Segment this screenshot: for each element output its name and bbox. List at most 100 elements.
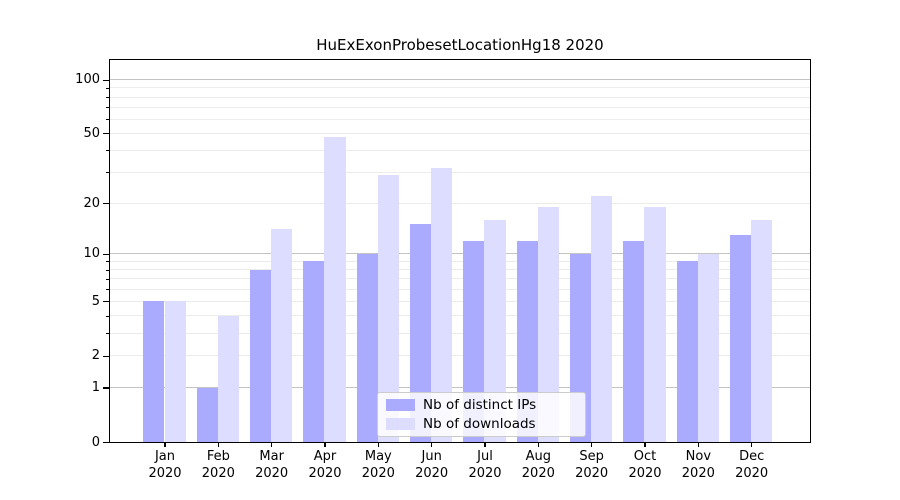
y-tick-20 (103, 202, 110, 205)
gridline-minor-20 (109, 202, 810, 204)
x-label-month-apr: Apr (313, 449, 337, 464)
bar-distinct-ips-aug (516, 240, 538, 442)
x-tick-jun (431, 442, 433, 447)
x-label-year-jan: 2020 (148, 465, 182, 481)
x-tick-label-jan: Jan 2020 (138, 449, 192, 482)
y-minor-tick-6 (106, 289, 110, 291)
gridline-minor-30 (109, 171, 810, 173)
y-tick-label-100: 100 (75, 72, 100, 88)
x-label-month-nov: Nov (685, 449, 712, 464)
bar-downloads-may (377, 175, 400, 442)
bar-distinct-ips-dec (729, 234, 752, 442)
gridline-minor-8 (109, 269, 810, 271)
gridline-minor-9 (109, 260, 810, 262)
y-minor-tick-80 (106, 97, 110, 99)
x-label-month-feb: Feb (206, 449, 230, 464)
bar-distinct-ips-apr (303, 261, 325, 442)
gridline-minor-90 (109, 87, 810, 89)
bar-downloads-oct (644, 206, 666, 442)
x-label-year-jun: 2020 (415, 465, 449, 481)
y-minor-tick-3 (106, 333, 110, 335)
x-tick-dec (751, 442, 753, 447)
bar-distinct-ips-jun (409, 224, 432, 442)
gridline-major-1 (109, 387, 810, 389)
x-tick-aug (537, 442, 539, 447)
bar-downloads-sep (591, 195, 613, 442)
x-tick-label-nov: Nov 2020 (671, 449, 725, 482)
bar-downloads-jul (484, 219, 506, 442)
bar-distinct-ips-oct (623, 240, 645, 442)
y-minor-tick-7 (106, 278, 110, 280)
x-label-month-aug: Aug (525, 449, 552, 464)
x-tick-label-feb: Feb 2020 (191, 449, 245, 482)
y-minor-tick-90 (106, 87, 110, 89)
gridline-minor-3 (109, 332, 810, 334)
x-label-year-sep: 2020 (575, 465, 609, 481)
x-tick-label-mar: Mar 2020 (245, 449, 299, 482)
legend-swatch-downloads (386, 418, 415, 430)
legend-label-downloads: Nb of downloads (423, 416, 536, 432)
y-tick-label-1: 1 (91, 380, 100, 396)
y-minor-tick-9 (106, 261, 110, 263)
y-tick-label-20: 20 (83, 195, 100, 211)
x-tick-feb (217, 442, 219, 447)
x-label-month-jul: Jul (477, 449, 493, 464)
bar-downloads-jun (431, 167, 453, 442)
x-tick-nov (697, 442, 699, 447)
x-tick-label-aug: Aug 2020 (511, 449, 565, 482)
legend: Nb of distinct IPs Nb of downloads (377, 392, 586, 437)
gridline-minor-60 (109, 118, 810, 120)
y-minor-tick-4 (106, 315, 110, 317)
x-tick-label-jul: Jul 2020 (458, 449, 512, 482)
bar-downloads-aug (537, 206, 560, 442)
x-tick-jan (164, 442, 166, 447)
x-tick-oct (644, 442, 646, 447)
y-tick-1 (103, 387, 110, 389)
bar-distinct-ips-mar (249, 269, 272, 442)
gridline-minor-4 (109, 315, 810, 317)
x-tick-label-dec: Dec 2020 (725, 449, 779, 482)
y-minor-tick-8 (106, 269, 110, 271)
bar-distinct-ips-feb (196, 387, 218, 442)
y-tick-100 (103, 79, 110, 81)
x-label-month-may: May (364, 449, 392, 464)
x-tick-sep (591, 442, 593, 447)
gridline-minor-80 (109, 96, 810, 98)
y-minor-tick-70 (106, 107, 110, 109)
y-tick-label-5: 5 (91, 293, 100, 309)
y-tick-50 (103, 133, 110, 135)
bar-distinct-ips-jul (463, 240, 485, 442)
y-tick-label-50: 50 (83, 125, 100, 141)
gridline-major-10 (109, 253, 810, 255)
x-label-year-feb: 2020 (201, 465, 235, 481)
y-minor-tick-40 (106, 150, 110, 152)
y-tick-5 (103, 301, 110, 303)
x-tick-apr (324, 442, 326, 447)
x-tick-may (377, 442, 379, 447)
x-label-month-dec: Dec (739, 449, 765, 464)
legend-row-downloads: Nb of downloads (378, 416, 585, 432)
bar-downloads-dec (751, 219, 773, 442)
legend-row-distinct-ips: Nb of distinct IPs (378, 397, 585, 413)
x-label-month-sep: Sep (579, 449, 604, 464)
x-tick-label-oct: Oct 2020 (618, 449, 672, 482)
y-tick-label-0: 0 (91, 434, 100, 450)
x-label-year-may: 2020 (361, 465, 395, 481)
x-tick-label-sep: Sep 2020 (565, 449, 619, 482)
x-label-year-jul: 2020 (468, 465, 502, 481)
legend-label-distinct-ips: Nb of distinct IPs (423, 397, 537, 413)
x-label-month-oct: Oct (633, 449, 657, 464)
bar-downloads-feb (217, 315, 240, 442)
bar-downloads-nov (697, 253, 720, 442)
gridline-minor-70 (109, 106, 810, 108)
plot-area (108, 58, 811, 443)
bar-distinct-ips-may (356, 253, 378, 442)
x-label-year-mar: 2020 (255, 465, 289, 481)
x-label-year-dec: 2020 (735, 465, 769, 481)
y-tick-2 (103, 355, 110, 357)
chart-title: HuExExonProbesetLocationHg18 2020 (316, 36, 604, 54)
x-tick-mar (271, 442, 273, 447)
gridline-minor-7 (109, 278, 810, 280)
y-tick-0 (103, 441, 110, 444)
